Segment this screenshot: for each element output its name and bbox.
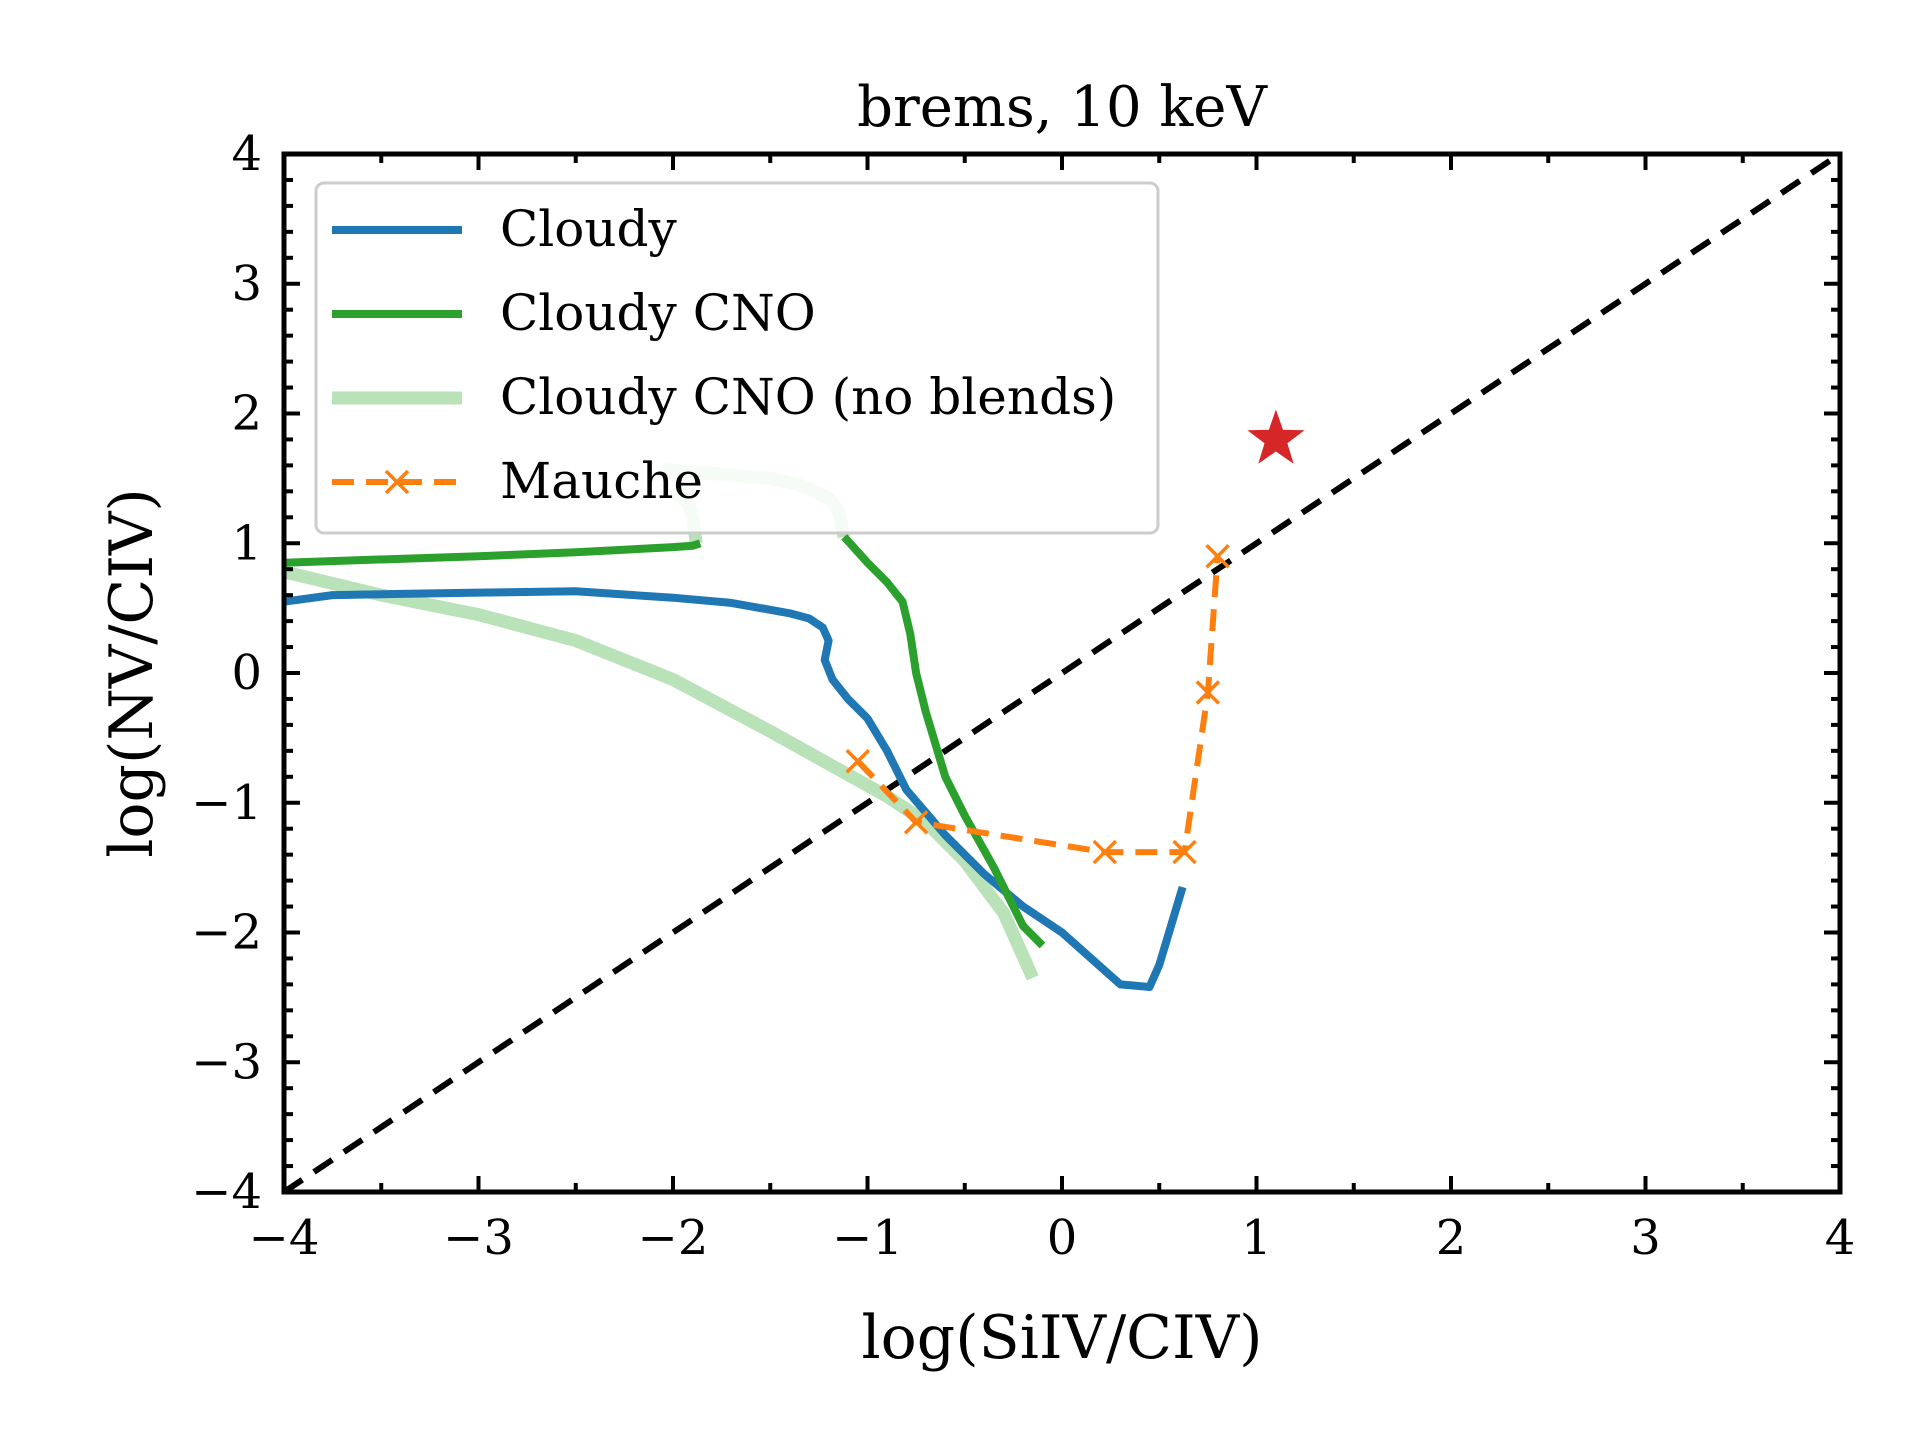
star-marker [1247,409,1305,464]
y-tick-label: 0 [231,645,262,701]
legend-marker [384,469,410,495]
x-tick-label: 0 [1047,1210,1078,1266]
legend: Cloudy Cloudy CNO Cloudy CNO (no blends) Ma… [314,181,1160,535]
x-tick-label: 3 [1630,1210,1661,1266]
legend-label: Mauche [500,452,703,510]
plot-frame [281,151,1843,1195]
legend-label: Cloudy [500,200,678,258]
legend-label: Cloudy CNO [500,284,816,342]
x-tick-label: −2 [638,1210,709,1266]
y-tick-label: −2 [191,905,262,961]
mauche-point-marker [1195,680,1221,705]
y-tick-label: 2 [231,386,262,442]
series-line-cloudy-cno-no-blends- [284,565,1039,981]
series-line-cloudy-cno [284,539,702,567]
y-tick-label: 1 [231,515,262,571]
legend-label: Cloudy CNO (no blends) [500,368,1116,426]
tick-labels: −4 −3 −2 −1 0 1 2 3 4 −4 −3 −2 −1 0 1 2 3 4 [191,126,1855,1266]
series-line-cloudy [284,587,1187,991]
chart-title: brems, 10 keV [857,75,1268,140]
mauche-point-marker [1172,839,1197,865]
x-tick-label: −1 [832,1210,903,1266]
x-tick-label: 4 [1825,1210,1856,1266]
series-line-cloudy-cno [841,534,1046,949]
mauche-point-marker [845,748,871,774]
y-tick-label: −4 [191,1164,262,1220]
legend-box [314,181,1160,535]
x-tick-label: −4 [249,1210,320,1266]
x-tick-label: 1 [1241,1210,1272,1266]
mauche-point-marker [903,809,929,835]
mauche-point-marker [1092,839,1118,865]
x-axis-label: log(SiIV/CIV) [861,1303,1262,1373]
x-tick-label: 2 [1436,1210,1467,1266]
mauche-point-marker [1205,543,1230,569]
y-tick-label: −1 [191,775,262,831]
y-tick-label: 4 [231,126,262,182]
y-axis-label: log(NV/CIV) [97,488,167,858]
reference-line [284,154,1840,1192]
y-tick-label: −3 [191,1034,262,1090]
x-tick-label: −3 [443,1210,514,1266]
y-tick-label: 3 [231,256,262,312]
